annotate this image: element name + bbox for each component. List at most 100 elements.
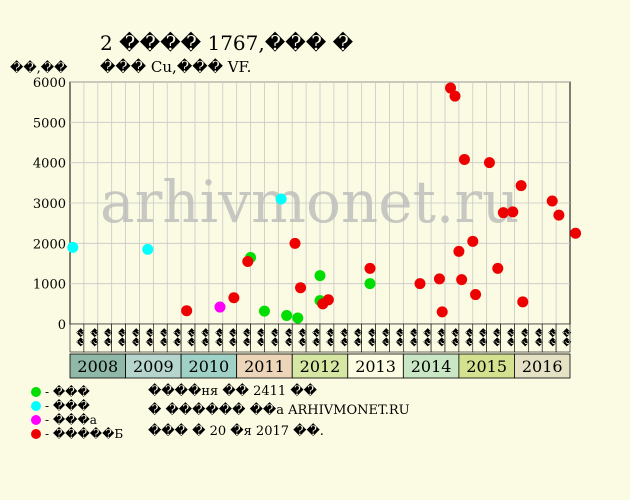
footer-line-1: ����ня �� 2411 �� (148, 382, 318, 399)
year-cell (458, 353, 515, 379)
data-point (364, 278, 376, 290)
data-point (322, 294, 334, 306)
point-layer (67, 82, 582, 324)
quarter-label: �� (296, 328, 308, 347)
quarter-label: �� (518, 328, 530, 347)
data-point (67, 241, 79, 253)
data-point (433, 273, 445, 285)
year-label: 2012 (300, 357, 341, 376)
quarter-label: �� (130, 328, 142, 347)
year-label: 2011 (244, 357, 285, 376)
y-tick-label: 6000 (33, 76, 66, 91)
year-label: 2015 (466, 357, 507, 376)
quarter-cell (555, 323, 571, 353)
quarter-label: �� (435, 328, 447, 347)
quarter-label: �� (185, 328, 197, 347)
data-point (364, 262, 376, 274)
data-point (314, 270, 326, 282)
legend-marker (31, 415, 41, 425)
data-point (507, 206, 519, 218)
data-point (181, 305, 193, 317)
data-point (467, 235, 479, 247)
year-label: 2013 (355, 357, 396, 376)
year-cell (514, 353, 571, 379)
quarter-label: �� (74, 328, 86, 347)
footer-line-2: � ������ ��а ARHIVMONET.RU (148, 401, 410, 418)
data-point (483, 157, 495, 169)
data-point (515, 180, 527, 192)
y-tick-label: 4000 (33, 157, 66, 172)
data-point (242, 255, 254, 267)
data-point (458, 153, 470, 165)
data-point (281, 310, 293, 322)
quarter-label: �� (268, 328, 280, 347)
quarter-label: �� (532, 328, 544, 347)
year-label: 2010 (189, 357, 230, 376)
year-cell (236, 353, 293, 379)
quarter-label: �� (463, 328, 475, 347)
data-point (492, 262, 504, 274)
y-tick-label: 5000 (33, 116, 66, 131)
y-tick-label: 0 (58, 318, 66, 333)
data-point (453, 245, 465, 257)
data-point (258, 305, 270, 317)
quarter-label: �� (88, 328, 100, 347)
chart-subtitle: ��� Cu,��� VF. (100, 58, 251, 76)
data-point (289, 237, 301, 249)
quarter-label: �� (477, 328, 489, 347)
year-cell (402, 353, 460, 379)
data-point (142, 243, 154, 255)
quarter-label: �� (352, 328, 364, 347)
quarter-label: �� (213, 328, 225, 347)
data-point (553, 209, 565, 221)
data-point (497, 207, 509, 219)
quarter-label: �� (324, 328, 336, 347)
y-tick-label: 2000 (33, 237, 66, 252)
data-point (214, 301, 226, 313)
watermark: arhivmonet.ru (100, 168, 519, 236)
quarter-label: �� (393, 328, 405, 347)
data-point (275, 193, 287, 205)
quarter-label: �� (338, 328, 350, 347)
quarter-label: �� (116, 328, 128, 347)
quarter-label: �� (255, 328, 267, 347)
quarter-label: �� (449, 328, 461, 347)
data-point (414, 278, 426, 290)
data-point (445, 82, 457, 94)
year-cell (69, 353, 126, 379)
quarter-label: �� (407, 328, 419, 347)
data-point (292, 312, 304, 324)
data-point (449, 90, 461, 102)
chart-title: 2 ���� 1767,��� � (100, 31, 354, 55)
data-point (470, 289, 482, 301)
quarter-label: �� (310, 328, 322, 347)
quarter-label: �� (491, 328, 503, 347)
quarter-label: �� (199, 328, 211, 347)
legend-marker (31, 387, 41, 397)
quarter-label: �� (282, 328, 294, 347)
year-cell (180, 353, 238, 379)
year-cell (291, 353, 349, 379)
quarter-label: �� (421, 328, 433, 347)
legend-label: - ��� (45, 399, 90, 413)
data-point (456, 274, 468, 286)
footer-line-3: ��� � 20 �я 2017 ��. (148, 422, 324, 439)
data-point (436, 306, 448, 318)
quarter-label: �� (380, 328, 392, 347)
y-tick-label: 1000 (33, 278, 66, 293)
data-point (546, 195, 558, 207)
data-point (295, 282, 307, 294)
quarter-label: �� (546, 328, 558, 347)
year-cell (347, 353, 404, 379)
quarter-label: �� (171, 328, 183, 347)
legend-marker (31, 429, 41, 439)
quarter-label: �� (227, 328, 239, 347)
quarter-label: �� (157, 328, 169, 347)
y-axis-label: ��,�� (10, 59, 68, 76)
quarter-label: �� (143, 328, 155, 347)
year-label: 2016 (522, 357, 563, 376)
legend-marker (31, 401, 41, 411)
legend-label: - ��� (45, 385, 90, 399)
